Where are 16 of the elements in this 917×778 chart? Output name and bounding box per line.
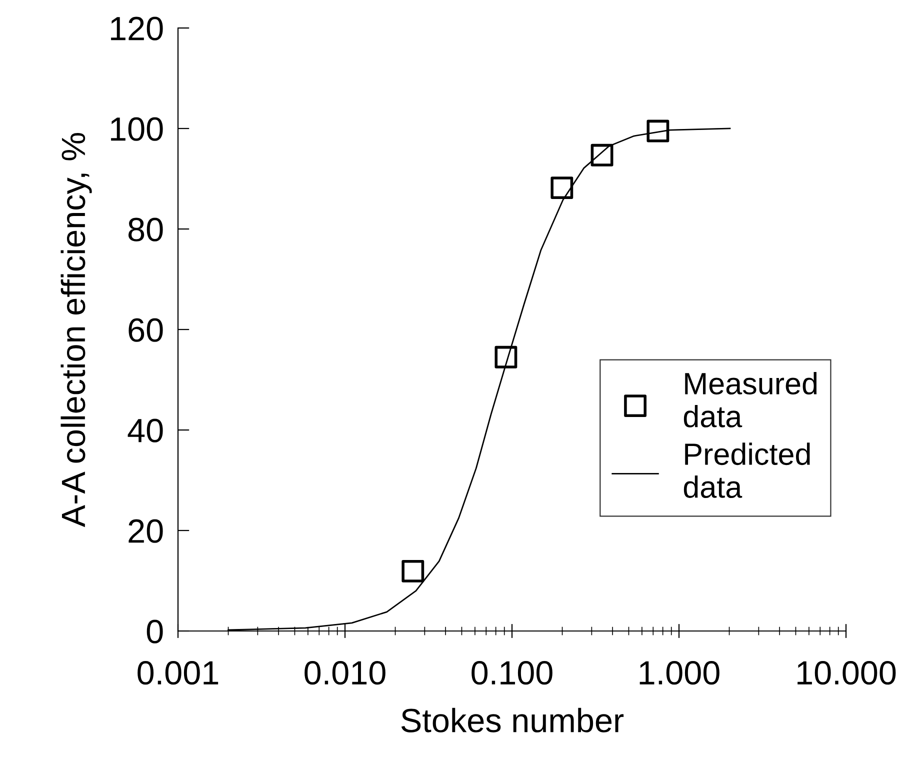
x-tick-label: 0.100 <box>472 661 552 685</box>
x-axis-title: Stokes number <box>401 708 624 732</box>
legend-label: Measured data <box>684 372 817 428</box>
x-tick-label: 10.000 <box>798 661 896 685</box>
y-tick-label: 60 <box>128 318 163 342</box>
x-tick-label: 0.010 <box>304 661 386 685</box>
x-tick-label: 0.001 <box>138 661 218 685</box>
y-tick-label: 20 <box>128 519 163 543</box>
y-tick-label: 120 <box>111 16 163 40</box>
legend-label: Predicted data <box>684 442 810 498</box>
x-tick-label: 1.000 <box>640 661 720 685</box>
y-tick-label: 80 <box>128 218 163 242</box>
y-tick-label: 100 <box>111 117 163 141</box>
y-tick-label: 0 <box>146 620 163 644</box>
y-tick-label: 40 <box>128 418 163 442</box>
y-axis-title: A-A collection efficiency, % <box>60 133 92 528</box>
